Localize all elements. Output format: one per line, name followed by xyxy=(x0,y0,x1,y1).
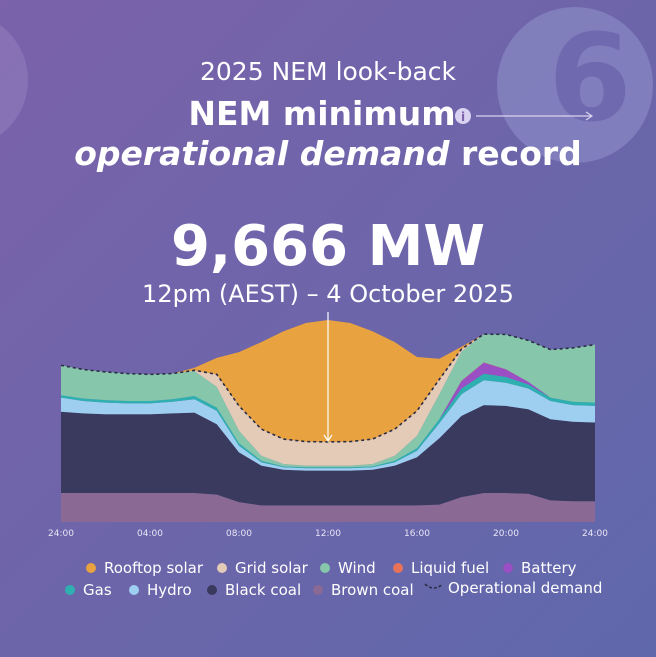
headline-value: 9,666 MW xyxy=(171,214,485,279)
title-italic: operational demand xyxy=(74,134,450,173)
legend-label: Black coal xyxy=(225,581,301,599)
area xyxy=(61,405,595,506)
legend-label: Rooftop solar xyxy=(104,559,204,577)
legend-label: Wind xyxy=(338,559,376,577)
legend-swatch xyxy=(424,583,444,589)
annotation-arrow-head xyxy=(323,434,333,442)
badge: 6 xyxy=(548,10,632,149)
legend-label: Operational demand xyxy=(448,579,602,597)
legend-label: Brown coal xyxy=(331,581,414,599)
x-tick-label: 08:00 xyxy=(226,529,252,539)
x-tick-label: 16:00 xyxy=(404,529,430,539)
info-icon xyxy=(455,108,471,124)
legend-swatch xyxy=(320,563,330,573)
legend-swatch xyxy=(313,585,323,595)
legend-label: Liquid fuel xyxy=(411,559,489,577)
legend-label: Gas xyxy=(83,581,112,599)
legend-swatch xyxy=(393,563,403,573)
legend: Rooftop solar Grid solar Wind Liquid fuel Ba… xyxy=(65,559,602,599)
info-arrow-head xyxy=(585,111,594,121)
x-tick-label: 04:00 xyxy=(137,529,163,539)
area xyxy=(61,493,595,522)
kicker: 2025 NEM look-back xyxy=(200,57,457,86)
legend-label: Battery xyxy=(521,559,577,577)
x-tick-label: 20:00 xyxy=(493,529,519,539)
chart: 24:00 04:00 08:00 12:00 16:00 20:00 24:00 xyxy=(48,312,608,539)
legend-swatch xyxy=(65,585,75,595)
legend-swatch xyxy=(207,585,217,595)
x-tick-label: 12:00 xyxy=(315,529,341,539)
info-icon-glyph: i xyxy=(461,110,465,124)
legend-swatch xyxy=(129,585,139,595)
decor-circle xyxy=(497,7,653,163)
x-tick-label: 24:00 xyxy=(582,529,608,539)
area xyxy=(61,380,595,471)
decor-circle xyxy=(0,25,28,135)
legend-swatch xyxy=(86,563,96,573)
area xyxy=(61,373,595,469)
title-rest: record xyxy=(461,134,582,173)
legend-label: Hydro xyxy=(147,581,192,599)
x-tick-label: 24:00 xyxy=(48,529,74,539)
title-line1: NEM minimum xyxy=(188,94,455,133)
headline-when: 12pm (AEST) – 4 October 2025 xyxy=(142,280,514,308)
legend-swatch xyxy=(217,563,227,573)
legend-label: Grid solar xyxy=(235,559,309,577)
legend-swatch xyxy=(503,563,513,573)
title-line2: operational demand record xyxy=(74,134,582,173)
area xyxy=(61,334,595,468)
